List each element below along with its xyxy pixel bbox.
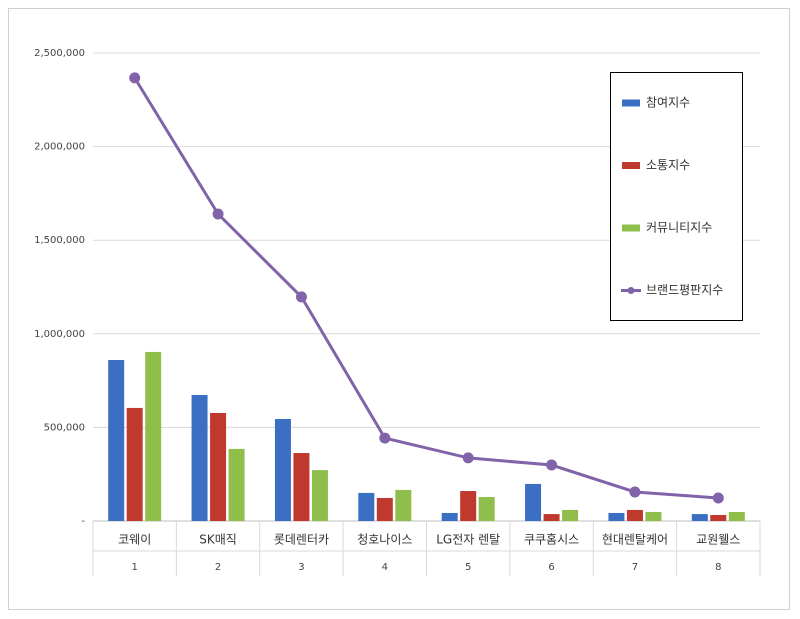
bar (460, 491, 477, 521)
bar (210, 412, 227, 521)
bar (645, 512, 662, 521)
bar (274, 418, 291, 521)
x-tick-label: LG전자 렌탈 (436, 533, 500, 547)
legend-box (610, 72, 743, 321)
y-tick-label: 1,000,000 (34, 329, 85, 340)
rank-label: 4 (382, 562, 388, 573)
rank-label: 5 (465, 562, 471, 573)
bar (358, 492, 375, 521)
rank-label: 8 (715, 562, 721, 573)
legend-marker (622, 224, 640, 232)
rank-label: 3 (298, 562, 304, 573)
line-marker (295, 291, 307, 303)
y-tick-label: - (81, 516, 85, 527)
bar (395, 489, 412, 521)
bar (293, 453, 310, 521)
x-tick-label: 현대렌탈케어 (602, 533, 668, 547)
line-marker (129, 72, 141, 84)
x-tick-label: 청호나이스 (357, 533, 412, 547)
bar (478, 497, 495, 521)
legend-marker (627, 287, 635, 294)
line-marker (462, 452, 474, 464)
bar (376, 497, 393, 521)
rank-label: 7 (632, 562, 638, 573)
line (133, 77, 719, 500)
y-tick-label: 2,000,000 (34, 142, 85, 153)
rank-label: 2 (215, 562, 221, 573)
bar (228, 448, 245, 521)
bar (710, 515, 727, 521)
y-tick-label: 2,500,000 (34, 48, 85, 59)
line-marker (379, 432, 391, 444)
bar (608, 512, 625, 521)
bar (108, 360, 125, 521)
x-tick-label: 교원웰스 (696, 533, 740, 547)
x-tick-label: 코웨이 (118, 533, 151, 547)
legend-marker (622, 162, 640, 169)
x-tick-label: 쿠쿠홈시스 (524, 533, 579, 547)
bar (191, 395, 208, 521)
y-tick-label: 500,000 (44, 422, 85, 433)
bar (441, 512, 458, 521)
legend-marker (622, 99, 640, 107)
bar (562, 509, 579, 521)
legend-label: 참여지수 (646, 96, 690, 110)
bar (728, 512, 745, 521)
rank-label: 6 (548, 562, 554, 573)
line-marker (546, 459, 558, 471)
x-tick-label: 롯데렌터카 (274, 533, 329, 547)
line-marker (629, 486, 641, 498)
bar (525, 483, 542, 521)
y-tick-label: 1,500,000 (34, 235, 85, 246)
line-marker (212, 208, 224, 220)
legend-label: 브랜드평판지수 (646, 283, 723, 297)
x-tick-label: SK매직 (199, 533, 237, 547)
bar (691, 514, 708, 521)
line-marker (712, 492, 724, 504)
bar (126, 407, 143, 521)
rank-label: 1 (132, 562, 138, 573)
legend-label: 커뮤니티지수 (646, 221, 712, 235)
bar (145, 351, 162, 521)
bar (543, 514, 560, 521)
legend-label: 소통지수 (646, 158, 690, 172)
bar (311, 470, 328, 521)
bar (626, 509, 643, 521)
